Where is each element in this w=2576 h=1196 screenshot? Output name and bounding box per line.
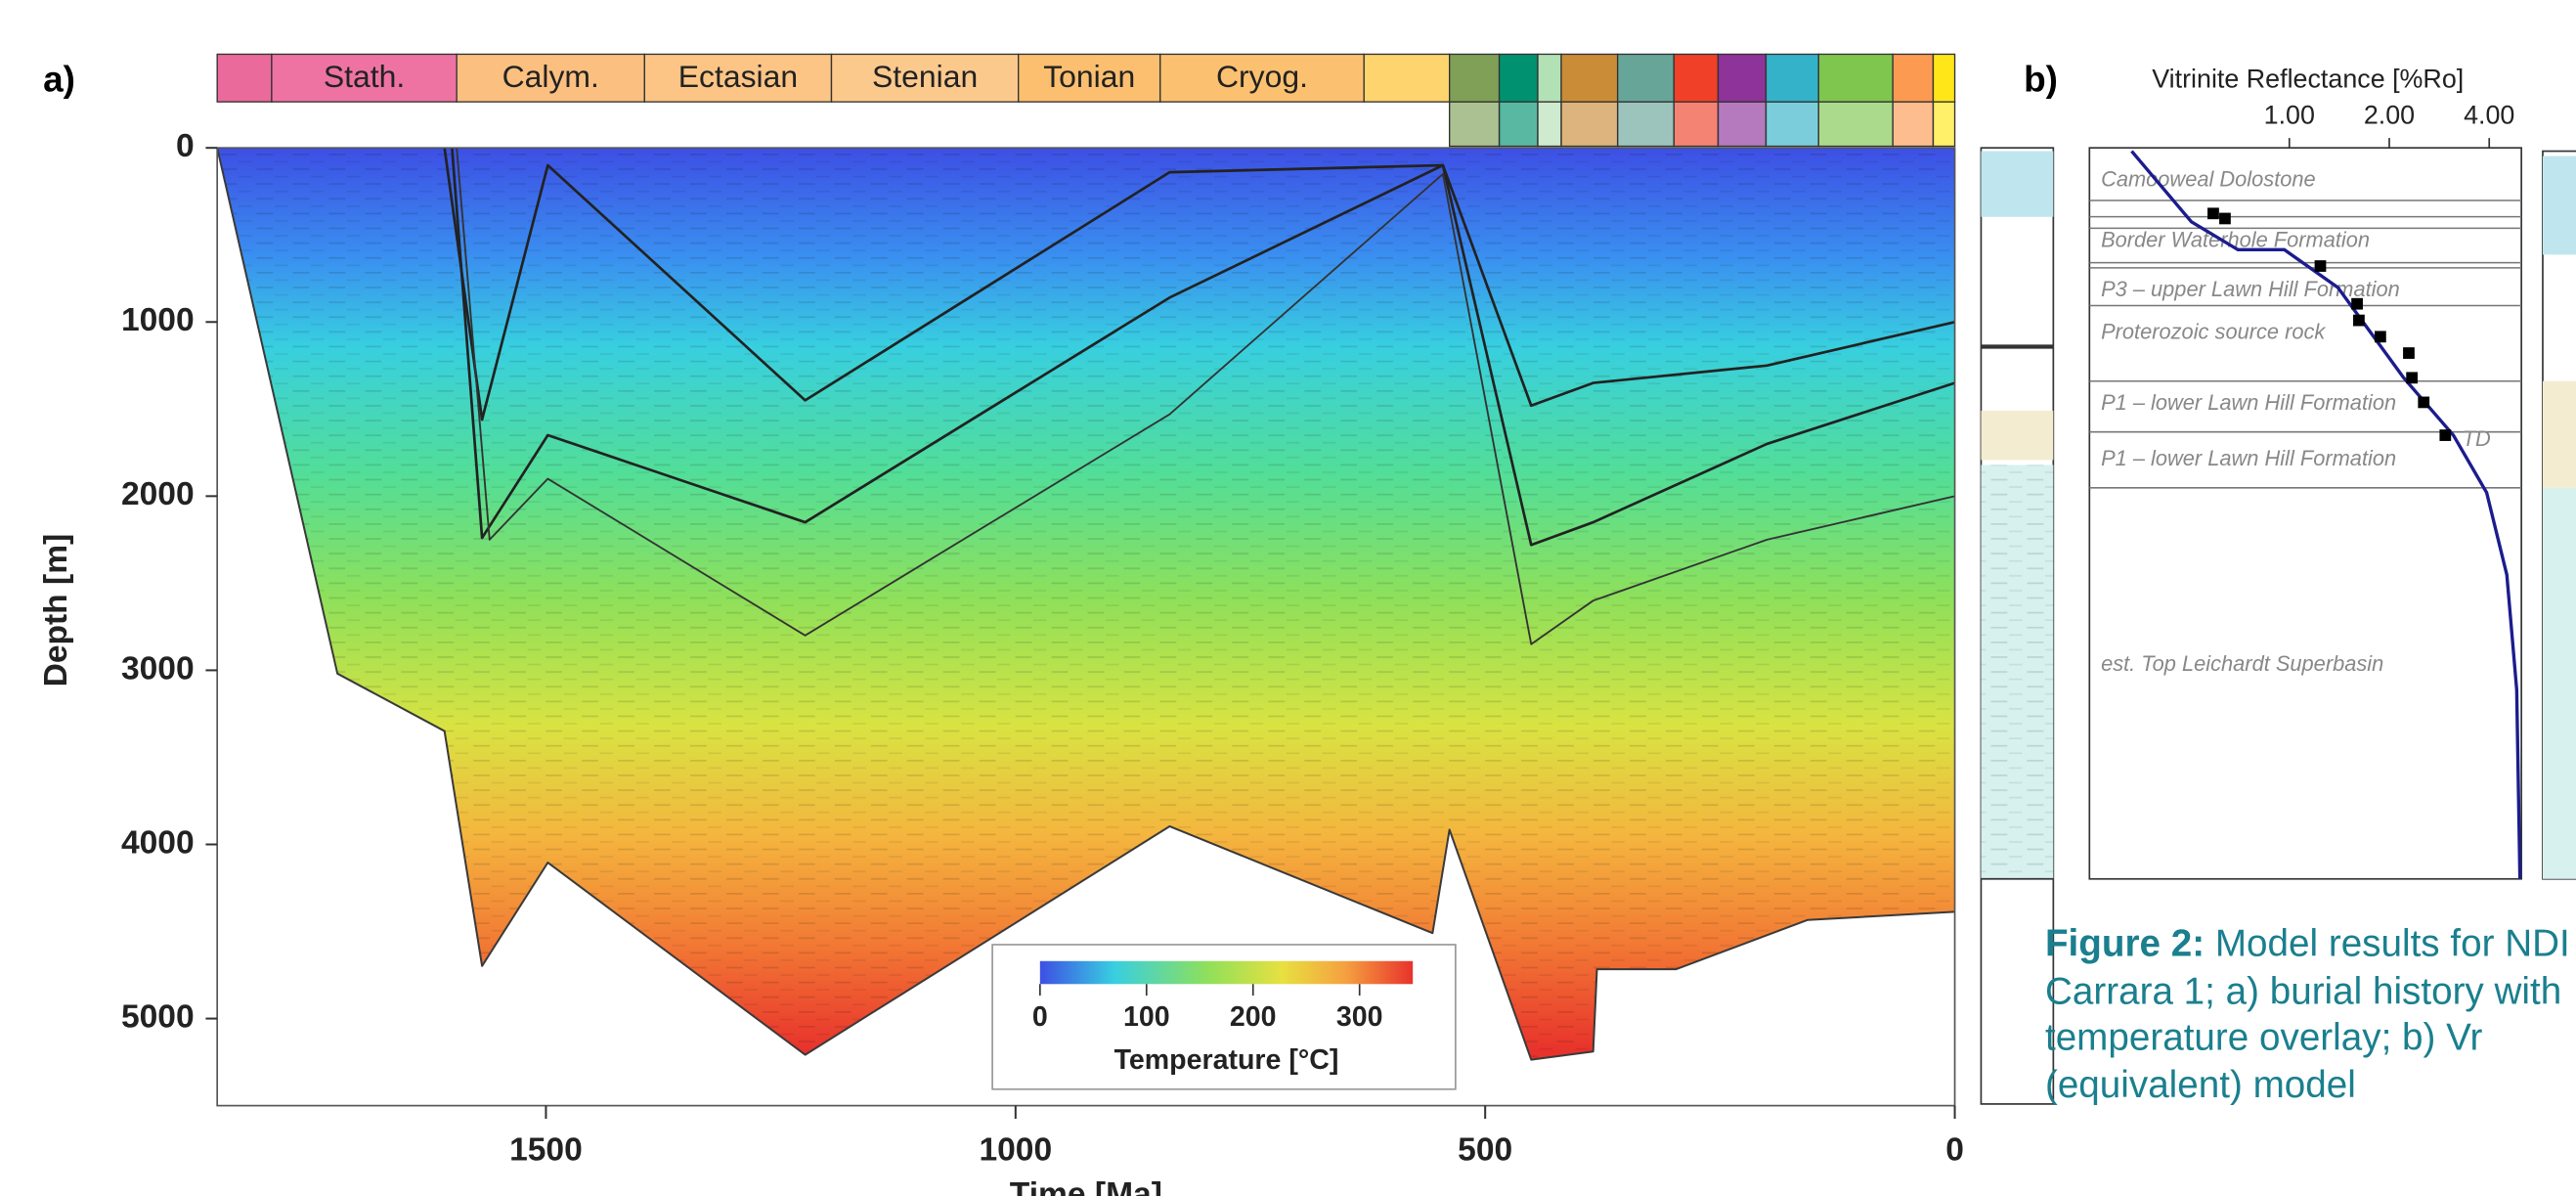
timescale-subcell	[1449, 101, 1501, 148]
caption-box: Figure 2: Model results for NDI Carrara …	[2045, 920, 2576, 1108]
column-sand	[2542, 380, 2576, 488]
caption-label: Figure 2:	[2044, 921, 2205, 965]
plot-frame	[2088, 147, 2522, 880]
y-tick-label: 1000	[121, 302, 195, 338]
colorbar	[1039, 960, 1414, 985]
panel-label: b)	[2024, 60, 2058, 100]
timescale-cell	[1449, 53, 1501, 103]
timescale-cell	[1892, 53, 1935, 103]
x-axis-label: Time [Ma]	[1010, 1176, 1162, 1196]
x-tick-label: 1500	[509, 1132, 583, 1169]
timescale-subcell	[1932, 101, 1956, 148]
measured-point	[2219, 212, 2231, 225]
panel-label: a)	[43, 60, 75, 100]
timescale-cell	[1363, 53, 1451, 103]
formation-label: P1 – lower Lawn Hill Formation	[2101, 446, 2396, 470]
measured-point	[2403, 347, 2415, 359]
timescale-cell	[1560, 53, 1619, 103]
horizon-line	[456, 148, 1955, 645]
y-tick-label: 2000	[121, 476, 195, 512]
timescale-subcell	[1817, 101, 1894, 148]
y-axis-label: Depth [m]	[38, 534, 74, 687]
colorbar-tick-label: 300	[1336, 1001, 1383, 1033]
timescale-cell	[216, 53, 273, 103]
plot-frame	[216, 147, 1956, 1107]
burial-history-panel: a) Stath. Calym. Ectasian Stenian Tonian Cryog…	[38, 53, 1964, 1196]
measured-point	[2314, 260, 2327, 272]
column-dolostone	[1981, 151, 2054, 217]
model-line	[2130, 150, 2522, 879]
timescale-subcell	[1537, 101, 1562, 148]
timescale-cell	[1537, 53, 1562, 103]
x-tick-label: 1.00	[2264, 100, 2315, 129]
formation-label: P3 – upper Lawn Hill Formation	[2101, 277, 2400, 301]
x-tick-label: 4.00	[2464, 100, 2514, 129]
timescale-cell	[1932, 53, 1956, 103]
measured-point	[2353, 314, 2365, 327]
lithology-column	[1980, 147, 2055, 1105]
timescale-cell	[1717, 53, 1768, 103]
y-tick-label: 5000	[121, 998, 195, 1035]
colorbar-tick-label: 100	[1123, 1001, 1170, 1033]
td-label: TD	[2463, 426, 2491, 451]
timescale-subcell	[1560, 101, 1619, 148]
colorbar-tick-label: 0	[1032, 1001, 1048, 1033]
timescale-cell	[1673, 53, 1720, 103]
timescale-subcell	[1717, 101, 1768, 148]
formation-label: P1 – lower Lawn Hill Formation	[2101, 390, 2396, 415]
timescale-label: Stath.	[324, 59, 405, 94]
measured-point	[2207, 207, 2219, 220]
timescale-cell	[1616, 53, 1675, 103]
timescale-cell	[456, 53, 645, 103]
formation-label: est. Top Leichardt Superbasin	[2101, 651, 2383, 676]
timescale-subcell	[1673, 101, 1720, 148]
lithology-texture	[217, 148, 1955, 1060]
timescale-cell	[1018, 53, 1161, 103]
timescale-subcell	[1498, 101, 1539, 148]
column-dolostone	[2542, 155, 2576, 255]
column-texture	[1981, 465, 2054, 879]
basement-line	[216, 147, 1955, 1061]
timescale-cell	[830, 53, 1020, 103]
lithology-column-right	[2542, 150, 2576, 880]
timescale-cell	[1765, 53, 1819, 103]
measured-point	[2351, 297, 2363, 310]
timescale-subcell	[1765, 101, 1819, 148]
timescale-label: Tonian	[1043, 59, 1135, 94]
y-tick-label: 3000	[121, 650, 195, 687]
caption-text: Model results for NDI Carrara 1; a) buri…	[2044, 921, 2570, 1105]
timescale-label: Ectasian	[678, 59, 798, 94]
y-tick-label: 4000	[121, 824, 195, 861]
timescale-label: Calym.	[502, 59, 599, 94]
timescale-cell	[643, 53, 833, 103]
column-shale	[2542, 487, 2576, 879]
x-tick-label: 500	[1458, 1132, 1512, 1169]
measured-point	[2418, 396, 2430, 409]
x-tick-label: 0	[1945, 1132, 1964, 1169]
colorbar-tick-label: 200	[1230, 1001, 1277, 1033]
caption: Figure 2: Model results for NDI Carrara …	[2045, 920, 2576, 1108]
column-sand	[1981, 410, 2054, 461]
horizon-line	[443, 148, 1955, 421]
colorbar-label: Temperature [°C]	[1114, 1044, 1339, 1076]
vitrinite-panel: b) Vitrinite Reflectance [%Ro] 1.00 2.00 4.0…	[2024, 60, 2522, 880]
measured-point	[2439, 429, 2452, 441]
measured-point	[2374, 331, 2386, 343]
timescale-label: Stenian	[872, 59, 978, 94]
timescale-cell	[1817, 53, 1894, 103]
formation-label: Camooweal Dolostone	[2101, 167, 2316, 192]
timescale-subcell	[1616, 101, 1675, 148]
timescale-cell	[1498, 53, 1539, 103]
x-tick-label: 2.00	[2364, 100, 2415, 129]
chart-title: Vitrinite Reflectance [%Ro]	[2152, 64, 2464, 93]
x-tick-label: 1000	[979, 1132, 1052, 1169]
timescale-label: Cryog.	[1216, 59, 1308, 94]
y-tick-label: 0	[176, 128, 195, 164]
formation-label: Proterozoic source rock	[2101, 320, 2326, 344]
horizon-line	[451, 148, 1955, 547]
measured-point	[2406, 372, 2419, 384]
timescale-subcell	[1892, 101, 1935, 148]
